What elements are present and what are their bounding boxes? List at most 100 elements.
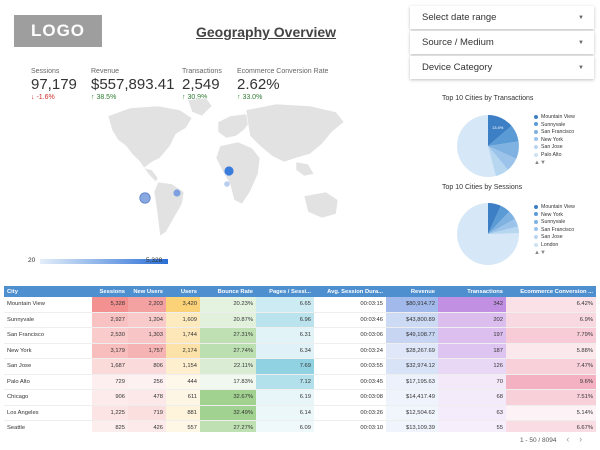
column-header[interactable]: City bbox=[4, 286, 92, 297]
column-header[interactable]: Pages / Sessi... bbox=[256, 286, 314, 297]
legend-item: Mountain View bbox=[534, 204, 575, 212]
table-cell: 342 bbox=[438, 297, 506, 313]
table-cell: 557 bbox=[166, 420, 200, 432]
table-cell: 20.23% bbox=[200, 297, 256, 313]
map-bubbles bbox=[139, 166, 234, 204]
kpi-revenue: Revenue $557,893.41 ↑ 38.5% bbox=[91, 68, 174, 101]
kpi-label: Ecommerce Conversion Rate bbox=[237, 68, 329, 75]
table-row[interactable]: Chicago 906 478 611 32.67% 6.19 00:03:08 $14,41… bbox=[4, 389, 596, 406]
table-cell: 1,225 bbox=[92, 405, 128, 421]
table-row[interactable]: Los Angeles 1,225 719 881 32.49% 6.14 00:03:26… bbox=[4, 405, 596, 421]
bubble-london[interactable] bbox=[224, 166, 234, 176]
table-cell: 6.65 bbox=[256, 297, 314, 313]
table-row[interactable]: San Francisco 2,530 1,303 1,744 27.31% 6.31 00… bbox=[4, 327, 596, 344]
table-row[interactable]: Palo Alto 729 256 444 17.83% 7.12 00:03:45 $17,… bbox=[4, 374, 596, 390]
device-category-filter[interactable]: Device Category ▼ bbox=[410, 56, 594, 79]
table-cell: 444 bbox=[166, 374, 200, 390]
column-header[interactable]: Users bbox=[166, 286, 200, 297]
table-row[interactable]: Sunnyvale 2,927 1,204 1,609 20.87% 6.96 00:03:… bbox=[4, 312, 596, 328]
column-header[interactable]: Ecommerce Conversion ... bbox=[506, 286, 596, 297]
table-cell: 6.19 bbox=[256, 389, 314, 406]
page-title: Geography Overview bbox=[196, 24, 337, 40]
table-cell: 1,154 bbox=[166, 358, 200, 375]
table-cell: 32.67% bbox=[200, 389, 256, 406]
world-map[interactable] bbox=[100, 96, 354, 252]
table-cell: $80,914.72 bbox=[386, 297, 438, 313]
table-cell: Mountain View bbox=[4, 297, 92, 313]
table-cell: $13,109.39 bbox=[386, 420, 438, 432]
africa-shape bbox=[215, 141, 261, 205]
table-cell: Palo Alto bbox=[4, 374, 92, 390]
table-cell: 478 bbox=[128, 389, 166, 406]
source-medium-filter[interactable]: Source / Medium ▼ bbox=[410, 31, 594, 54]
date-range-filter[interactable]: Select date range ▼ bbox=[410, 6, 594, 29]
central-america-shape bbox=[143, 167, 159, 183]
chevron-down-icon: ▼ bbox=[578, 39, 584, 46]
table-cell: 55 bbox=[438, 420, 506, 432]
next-page-button[interactable]: › bbox=[579, 434, 583, 444]
kpi-change: ↑ 38.5% bbox=[91, 94, 117, 101]
scale-min-label: 20 bbox=[28, 257, 36, 264]
table-row[interactable]: Seattle 825 426 557 27.27% 6.09 00:03:10 $13,10… bbox=[4, 420, 596, 432]
chevron-down-icon: ▼ bbox=[578, 64, 584, 71]
table-row[interactable]: Mountain View 5,328 2,203 3,420 20.23% 6.65 00… bbox=[4, 297, 596, 313]
table-cell: 2,174 bbox=[166, 343, 200, 359]
table-cell: 1,303 bbox=[128, 327, 166, 344]
south-america-shape bbox=[153, 181, 185, 237]
table-cell: 197 bbox=[438, 327, 506, 344]
table-cell: $49,108.77 bbox=[386, 327, 438, 344]
table-cell: 6.34 bbox=[256, 343, 314, 359]
column-header[interactable]: Revenue bbox=[386, 286, 438, 297]
table-cell: New York bbox=[4, 343, 92, 359]
legend-pager[interactable]: ▲▼ bbox=[534, 159, 546, 166]
table-cell: 32.49% bbox=[200, 405, 256, 421]
table-cell: San Francisco bbox=[4, 327, 92, 344]
kpi-value: 97,179 bbox=[31, 76, 77, 93]
southeast-asia-shape bbox=[295, 161, 315, 177]
pie-transactions-chart[interactable]: 13.4% bbox=[456, 114, 520, 178]
table-cell: 187 bbox=[438, 343, 506, 359]
date-range-label: Select date range bbox=[422, 12, 497, 23]
column-header[interactable]: Sessions bbox=[92, 286, 128, 297]
table-cell: 6.14 bbox=[256, 405, 314, 421]
column-header[interactable]: New Users bbox=[128, 286, 166, 297]
table-cell: 6.42% bbox=[506, 297, 596, 313]
legend-pager[interactable]: ▲▼ bbox=[534, 249, 546, 256]
australia-shape bbox=[303, 191, 339, 219]
kpi-conversion-rate: Ecommerce Conversion Rate 2.62% ↑ 33.0% bbox=[237, 68, 328, 101]
table-cell: 806 bbox=[128, 358, 166, 375]
table-cell: 00:03:45 bbox=[314, 374, 386, 390]
pie-sessions-title: Top 10 Cities by Sessions bbox=[442, 184, 523, 191]
table-cell: $12,504.62 bbox=[386, 405, 438, 421]
table-cell: 5.14% bbox=[506, 405, 596, 421]
table-cell: 17.83% bbox=[200, 374, 256, 390]
table-cell: 611 bbox=[166, 389, 200, 406]
table-cell: 7.51% bbox=[506, 389, 596, 406]
kpi-change: ↓ -1.6% bbox=[31, 94, 55, 101]
pie-sessions-chart[interactable] bbox=[456, 202, 520, 266]
table-row[interactable]: San Jose 1,687 806 1,154 22.11% 7.69 00:03:55 $… bbox=[4, 358, 596, 375]
column-header[interactable]: Transactions bbox=[438, 286, 506, 297]
table-cell: 7.79% bbox=[506, 327, 596, 344]
kpi-label: Transactions bbox=[182, 68, 222, 75]
bubble-california[interactable] bbox=[139, 192, 151, 204]
table-row[interactable]: New York 3,179 1,757 2,174 27.74% 6.34 00:03:2… bbox=[4, 343, 596, 359]
table-cell: 00:03:46 bbox=[314, 312, 386, 328]
table-cell: 906 bbox=[92, 389, 128, 406]
table-cell: 5,328 bbox=[92, 297, 128, 313]
column-header[interactable]: Avg. Session Dura... bbox=[314, 286, 386, 297]
table-cell: 63 bbox=[438, 405, 506, 421]
legend-item: San Francisco bbox=[534, 227, 575, 235]
table-cell: Los Angeles bbox=[4, 405, 92, 421]
table-cell: 27.27% bbox=[200, 420, 256, 432]
legend-item: Palo Alto bbox=[534, 152, 575, 160]
bubble-new-york[interactable] bbox=[173, 189, 181, 197]
table-cell: Seattle bbox=[4, 420, 92, 432]
column-header[interactable]: Bounce Rate bbox=[200, 286, 256, 297]
table-cell: 1,687 bbox=[92, 358, 128, 375]
prev-page-button[interactable]: ‹ bbox=[566, 434, 570, 444]
table-cell: 27.31% bbox=[200, 327, 256, 344]
table-cell: 426 bbox=[128, 420, 166, 432]
table-cell: $17,195.63 bbox=[386, 374, 438, 390]
bubble-europe[interactable] bbox=[224, 181, 230, 187]
